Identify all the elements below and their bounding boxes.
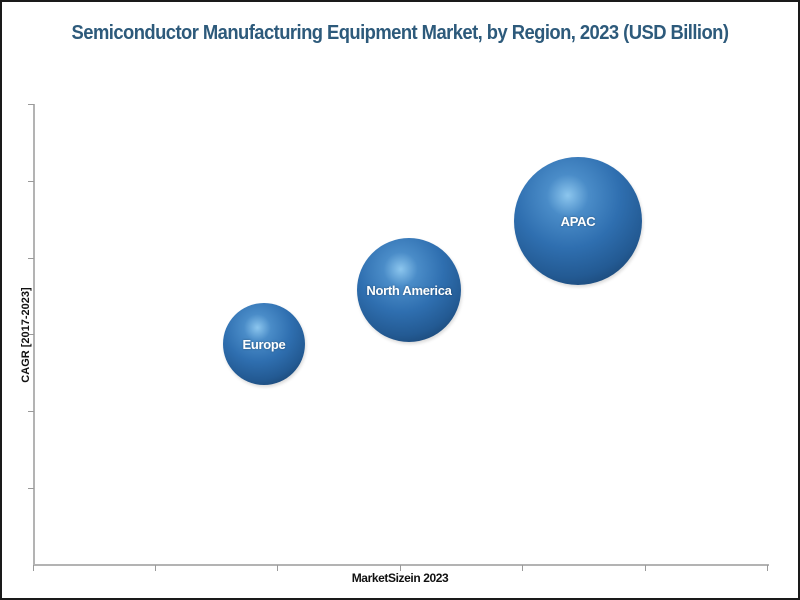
x-tick bbox=[33, 565, 34, 571]
y-axis bbox=[33, 104, 35, 566]
bubble-north-america: North America bbox=[357, 238, 461, 342]
x-axis-label: MarketSizein 2023 bbox=[351, 571, 449, 585]
x-tick bbox=[400, 565, 401, 571]
y-tick bbox=[28, 334, 34, 335]
y-axis-label: CAGR [2017-2023] bbox=[20, 287, 32, 383]
bubble-label: APAC bbox=[560, 213, 596, 229]
y-tick bbox=[28, 411, 34, 412]
x-axis bbox=[33, 564, 769, 566]
x-tick bbox=[645, 565, 646, 571]
x-tick bbox=[155, 565, 156, 571]
bubble-label: Europe bbox=[242, 336, 286, 352]
y-tick bbox=[28, 258, 34, 259]
x-tick bbox=[277, 565, 278, 571]
x-tick bbox=[767, 565, 768, 571]
bubble-europe: Europe bbox=[223, 303, 305, 385]
x-tick bbox=[522, 565, 523, 571]
chart-title: Semiconductor Manufacturing Equipment Ma… bbox=[71, 22, 729, 44]
bubble-apac: APAC bbox=[514, 157, 642, 285]
y-tick bbox=[28, 181, 34, 182]
y-tick bbox=[28, 104, 34, 105]
bubble-label: North America bbox=[366, 282, 452, 298]
y-tick bbox=[28, 488, 34, 489]
